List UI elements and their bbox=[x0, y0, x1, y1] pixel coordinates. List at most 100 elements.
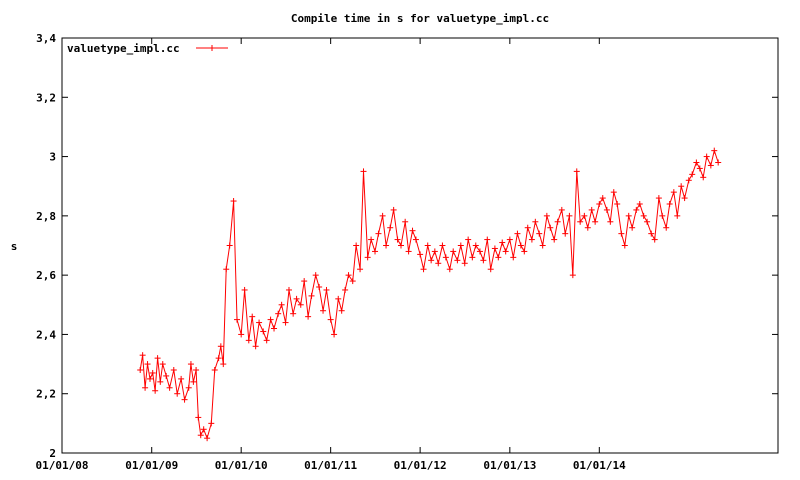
chart-title: Compile time in s for valuetype_impl.cc bbox=[291, 12, 549, 25]
data-point bbox=[312, 272, 319, 279]
data-point bbox=[588, 206, 595, 213]
data-point bbox=[484, 236, 491, 243]
data-point bbox=[715, 159, 722, 166]
data-point bbox=[644, 218, 651, 225]
data-point bbox=[457, 242, 464, 249]
data-point bbox=[190, 378, 197, 385]
data-point bbox=[412, 236, 419, 243]
data-point bbox=[149, 369, 156, 376]
data-point bbox=[707, 162, 714, 169]
data-point bbox=[223, 266, 230, 273]
data-point bbox=[297, 301, 304, 308]
data-point bbox=[543, 212, 550, 219]
data-point bbox=[554, 218, 561, 225]
data-point bbox=[238, 331, 245, 338]
data-point bbox=[491, 245, 498, 252]
data-point bbox=[331, 331, 338, 338]
data-point bbox=[245, 337, 252, 344]
data-point bbox=[368, 236, 375, 243]
data-point bbox=[263, 337, 270, 344]
data-point bbox=[584, 224, 591, 231]
series-layer bbox=[137, 147, 722, 442]
data-point bbox=[636, 201, 643, 207]
data-point bbox=[532, 218, 539, 225]
data-point bbox=[499, 239, 506, 246]
data-point bbox=[521, 248, 528, 255]
data-point bbox=[305, 313, 312, 320]
x-axis-ticks: 01/01/08 01/01/09 01/01/10 01/01/11 01/01/12… bbox=[36, 38, 626, 472]
y-axis-label: s bbox=[11, 240, 18, 253]
data-point bbox=[252, 343, 259, 350]
data-point bbox=[200, 426, 207, 433]
data-point bbox=[170, 367, 177, 373]
data-point bbox=[495, 254, 502, 261]
data-point bbox=[185, 384, 192, 391]
data-point bbox=[390, 206, 397, 213]
legend-label: valuetype_impl.cc bbox=[67, 42, 180, 55]
data-point bbox=[547, 224, 554, 231]
data-point bbox=[539, 242, 546, 249]
data-point bbox=[409, 227, 416, 234]
data-point bbox=[285, 286, 292, 293]
data-point bbox=[417, 251, 424, 258]
data-point bbox=[607, 218, 614, 225]
data-point bbox=[364, 254, 371, 261]
data-point bbox=[398, 242, 405, 249]
data-point bbox=[293, 295, 300, 302]
data-point bbox=[402, 218, 409, 225]
data-point bbox=[187, 361, 194, 368]
x-tick-label: 01/01/12 bbox=[394, 459, 447, 472]
legend: valuetype_impl.cc bbox=[67, 42, 228, 55]
data-point bbox=[387, 224, 394, 231]
y-tick-label: 2,2 bbox=[36, 388, 56, 401]
data-point bbox=[655, 195, 662, 202]
data-point bbox=[282, 319, 289, 326]
legend-sample bbox=[196, 45, 228, 51]
data-point bbox=[472, 242, 479, 249]
data-point bbox=[142, 384, 149, 391]
data-point bbox=[640, 212, 647, 219]
data-point bbox=[308, 292, 315, 299]
data-point bbox=[420, 266, 427, 273]
data-point bbox=[428, 257, 435, 264]
data-point bbox=[204, 435, 211, 442]
data-point bbox=[454, 257, 461, 264]
data-point bbox=[208, 420, 215, 427]
data-point bbox=[651, 236, 658, 243]
data-point bbox=[316, 284, 323, 290]
data-point bbox=[442, 254, 449, 261]
data-point bbox=[681, 195, 688, 202]
data-point bbox=[178, 375, 185, 382]
data-point bbox=[435, 260, 442, 267]
data-point bbox=[678, 183, 685, 190]
data-point bbox=[674, 212, 681, 219]
data-point bbox=[345, 272, 352, 279]
x-tick-label: 01/01/11 bbox=[304, 459, 357, 472]
data-point bbox=[562, 230, 569, 237]
data-point bbox=[256, 319, 263, 326]
data-point bbox=[596, 201, 603, 207]
data-point bbox=[573, 168, 580, 175]
data-point bbox=[569, 272, 576, 279]
data-point bbox=[278, 301, 285, 308]
y-tick-label: 3,4 bbox=[36, 32, 56, 45]
data-point bbox=[633, 206, 640, 213]
data-point bbox=[267, 316, 274, 323]
data-point bbox=[621, 242, 628, 249]
x-tick-label: 01/01/14 bbox=[573, 459, 626, 472]
data-point bbox=[450, 248, 457, 255]
data-point bbox=[195, 414, 202, 421]
data-point bbox=[711, 147, 718, 154]
data-point bbox=[174, 390, 181, 397]
data-point bbox=[689, 171, 696, 178]
data-point bbox=[577, 218, 584, 225]
data-point bbox=[215, 355, 222, 362]
data-point bbox=[648, 230, 655, 237]
data-point bbox=[502, 248, 509, 255]
y-tick-label: 2,4 bbox=[36, 328, 56, 341]
data-point bbox=[220, 361, 227, 368]
data-point bbox=[241, 286, 248, 293]
data-point bbox=[618, 230, 625, 237]
data-point bbox=[703, 153, 710, 160]
